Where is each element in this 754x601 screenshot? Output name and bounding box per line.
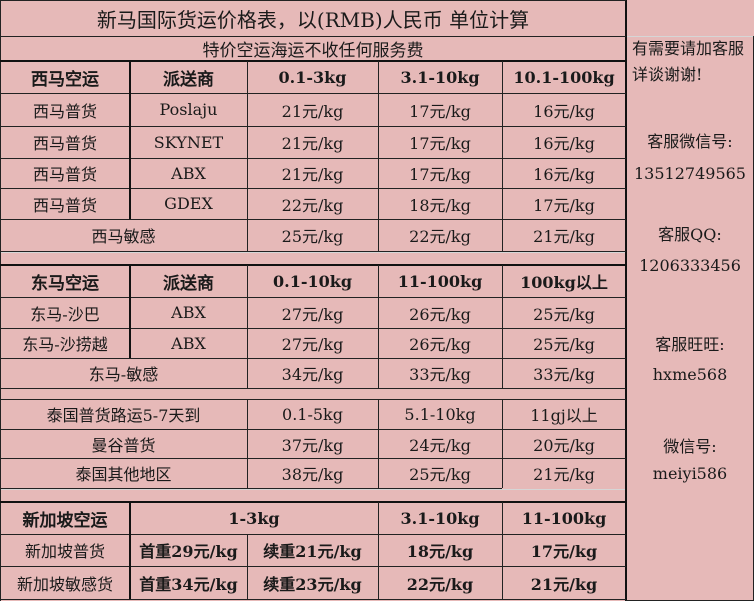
thai-row-3-tier2: 25元/kg: [409, 465, 471, 484]
page-title: 新马国际货运价格表，以(RMB)人民币 单位计算: [96, 7, 530, 32]
thai-row-1-tier2: 5.1-10kg: [404, 404, 476, 424]
qq-label: 客服QQ:: [658, 225, 722, 244]
sg-row-1-tier3: 17元/kg: [530, 542, 598, 561]
west-row-2-tier2: 17元/kg: [409, 134, 471, 153]
west-row-2-region: 西马普货: [32, 134, 97, 153]
west-row-4-tier3: 17元/kg: [533, 195, 595, 215]
west-row-1-region: 西马普货: [32, 101, 97, 121]
west-row-4-courier: GDEX: [164, 194, 213, 213]
west-sensitive-tier3: 21元/kg: [533, 227, 595, 246]
thai-row-3-label: 泰国其他地区: [75, 465, 172, 484]
thai-row-2-tier1: 37元/kg: [281, 435, 344, 455]
east-row-1-tier3: 25元/kg: [533, 304, 595, 324]
west-row-3-tier3: 16元/kg: [533, 165, 595, 184]
west-row-2-courier: SKYNET: [153, 132, 224, 152]
sg-row-2-first: 首重34元/kg: [139, 574, 238, 594]
east-sensitive-tier1: 34元/kg: [281, 365, 344, 384]
west-header-tier1: 0.1-3kg: [278, 67, 347, 87]
west-header-region: 西马空运: [31, 69, 99, 90]
wechat-label: 客服微信号:: [647, 132, 733, 151]
thai-row-1-tier3: 11gj以上: [530, 406, 598, 425]
west-row-1-tier2: 17元/kg: [409, 101, 471, 121]
sg-row-2-region: 新加坡敏感货: [16, 574, 113, 594]
west-row-1-tier3: 16元/kg: [533, 101, 595, 121]
qq-value: 1206333456: [639, 255, 741, 275]
sg-row-2-tier3: 21元/kg: [530, 574, 598, 594]
contact-intro: 有需要请加客服详谈谢谢!: [632, 39, 745, 84]
thai-row-2-label: 曼谷普货: [91, 435, 156, 455]
east-row-1-region: 东马-沙巴: [30, 304, 100, 324]
thai-row-2-tier2: 24元/kg: [409, 435, 471, 455]
sg-row-1-region: 新加坡普货: [24, 542, 105, 561]
wechat2-value: meiyi586: [652, 463, 728, 483]
subtitle: 特价空运海运不收任何服务费: [202, 40, 424, 61]
west-sensitive-tier2: 22元/kg: [409, 227, 471, 246]
west-sensitive-tier1: 25元/kg: [281, 227, 344, 246]
west-header-tier2: 3.1-10kg: [400, 67, 480, 87]
east-sensitive-label: 东马-敏感: [88, 365, 159, 384]
west-row-1-courier: Poslaju: [159, 100, 218, 119]
east-header-tier2: 11-100kg: [397, 271, 483, 291]
thai-row-1-tier1: 0.1-5kg: [282, 404, 343, 424]
west-row-4-tier2: 18元/kg: [409, 195, 471, 215]
east-header-courier: 派送商: [163, 273, 214, 294]
west-row-3-tier1: 21元/kg: [281, 165, 344, 184]
sg-row-1-first: 首重29元/kg: [139, 542, 238, 561]
west-header-tier3: 10.1-100kg: [513, 67, 615, 87]
east-row-1-courier: ABX: [171, 303, 206, 322]
sg-row-2-extra: 续重23元/kg: [263, 574, 362, 594]
wechat-value: 13512749565: [634, 163, 746, 183]
east-row-2-tier3: 25元/kg: [533, 335, 595, 354]
east-header-tier3: 100kg以上: [520, 273, 608, 292]
east-row-2-region: 东马-沙捞越: [22, 335, 108, 354]
west-row-4-tier1: 22元/kg: [281, 195, 344, 215]
west-row-2-tier3: 16元/kg: [533, 134, 595, 153]
sg-header-region: 新加坡空运: [22, 510, 108, 531]
wechat2-label: 微信号:: [663, 437, 717, 456]
thai-row-2-tier3: 20元/kg: [533, 435, 595, 455]
west-sensitive-label: 西马敏感: [91, 227, 156, 246]
east-sensitive-tier2: 33元/kg: [409, 365, 471, 384]
sg-row-1-tier2: 18元/kg: [406, 542, 474, 561]
west-row-3-region: 西马普货: [32, 165, 97, 184]
west-row-3-courier: ABX: [171, 163, 206, 183]
east-row-1-tier1: 27元/kg: [281, 304, 344, 324]
east-header-region: 东马空运: [31, 273, 99, 294]
thai-row-3-tier1: 38元/kg: [281, 465, 344, 484]
thai-row-3-tier3: 21元/kg: [533, 465, 595, 484]
wangwang-value: hxme568: [652, 364, 728, 384]
thai-row-1-label: 泰国普货路运5-7天到: [46, 406, 201, 425]
west-header-courier: 派送商: [163, 69, 214, 90]
sg-header-tier3: 11-100kg: [521, 508, 607, 528]
east-sensitive-tier3: 33元/kg: [533, 365, 595, 384]
sg-header-tier1: 1-3kg: [228, 508, 280, 528]
east-row-1-tier2: 26元/kg: [409, 304, 471, 324]
east-header-tier1: 0.1-10kg: [272, 271, 352, 291]
west-row-3-tier2: 17元/kg: [409, 165, 471, 184]
sg-row-1-extra: 续重21元/kg: [263, 542, 362, 561]
west-row-1-tier1: 21元/kg: [281, 101, 344, 121]
west-row-4-region: 西马普货: [32, 195, 97, 215]
sg-header-tier2: 3.1-10kg: [400, 508, 480, 528]
east-row-2-courier: ABX: [171, 333, 206, 353]
east-row-2-tier2: 26元/kg: [409, 335, 471, 354]
sg-row-2-tier2: 22元/kg: [406, 574, 474, 594]
east-row-2-tier1: 27元/kg: [281, 335, 344, 354]
wangwang-label: 客服旺旺:: [655, 335, 725, 354]
west-row-2-tier1: 21元/kg: [281, 134, 344, 153]
